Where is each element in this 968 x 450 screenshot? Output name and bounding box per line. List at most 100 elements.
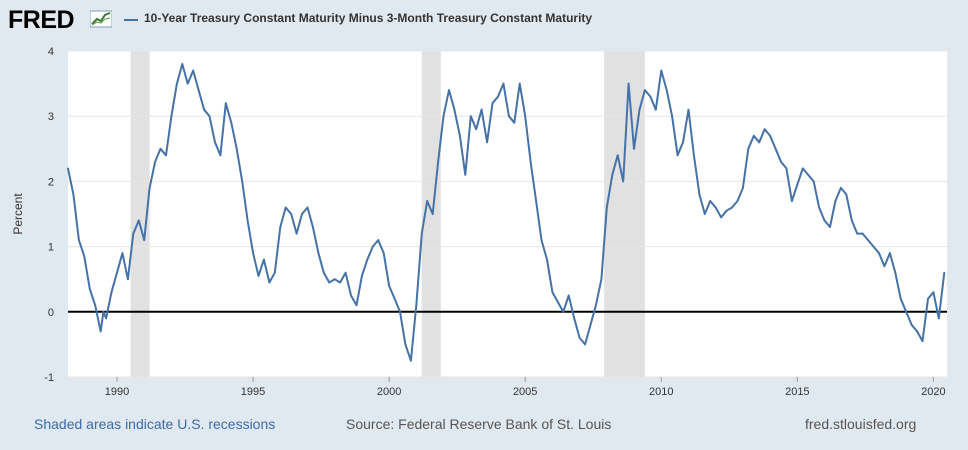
data-point <box>741 187 744 189</box>
y-tick-label: 1 <box>48 242 54 254</box>
data-point <box>584 343 586 346</box>
data-point <box>83 255 86 258</box>
data-point <box>725 209 728 212</box>
data-point <box>872 245 875 248</box>
data-point <box>279 226 282 228</box>
data-point <box>812 180 815 183</box>
data-point <box>714 206 717 209</box>
data-point <box>94 304 97 307</box>
data-point <box>883 265 886 268</box>
data-point <box>121 252 124 255</box>
data-point <box>409 359 412 362</box>
data-point <box>616 154 619 157</box>
data-point <box>676 154 679 157</box>
data-point <box>921 340 924 343</box>
y-tick-label: 2 <box>48 176 54 188</box>
data-point <box>415 304 418 307</box>
data-point <box>431 213 434 215</box>
data-point <box>273 271 276 274</box>
data-point <box>611 173 614 176</box>
data-point <box>796 183 799 186</box>
data-point <box>295 232 298 235</box>
data-point <box>910 323 913 326</box>
data-point <box>290 213 293 215</box>
data-point <box>77 239 80 241</box>
data-point <box>736 200 739 202</box>
data-point <box>600 278 603 281</box>
recession-note: Shaded areas indicate U.S. recessions <box>34 416 276 432</box>
y-tick-label: -1 <box>44 372 54 384</box>
y-tick-label: 4 <box>48 46 54 58</box>
data-point <box>888 252 891 255</box>
data-point <box>932 291 935 294</box>
x-tick-label: 2015 <box>785 386 809 398</box>
data-point <box>562 310 565 313</box>
data-point <box>132 232 135 235</box>
data-point <box>693 154 695 157</box>
data-point <box>633 147 635 150</box>
data-point <box>67 167 69 170</box>
data-point <box>665 89 668 92</box>
data-point <box>399 310 401 313</box>
fred-chart-logo-icon <box>90 10 112 28</box>
data-point <box>518 82 521 85</box>
data-point <box>102 310 105 313</box>
data-point <box>780 160 782 163</box>
data-point <box>649 95 652 98</box>
data-point <box>214 141 216 144</box>
data-point <box>464 173 467 176</box>
data-point <box>170 115 173 118</box>
data-point <box>284 206 287 209</box>
data-point <box>807 173 810 176</box>
data-point <box>453 108 456 111</box>
x-tick-label: 1990 <box>105 386 129 398</box>
data-point <box>850 219 853 222</box>
data-point <box>475 128 478 131</box>
data-point <box>105 317 107 320</box>
data-point <box>894 271 897 274</box>
data-point <box>556 301 559 303</box>
y-tick-label: 0 <box>48 307 54 319</box>
data-point <box>529 160 532 163</box>
data-point <box>654 108 657 111</box>
data-point <box>361 275 363 277</box>
data-point <box>366 258 369 261</box>
data-point <box>905 310 908 313</box>
data-point <box>99 330 102 333</box>
data-point <box>763 128 766 131</box>
data-point <box>197 89 200 92</box>
data-point <box>856 232 859 235</box>
y-tick-label: 3 <box>48 111 54 123</box>
data-point <box>567 294 570 297</box>
data-point <box>301 213 303 215</box>
y-axis-ticks: -1 0 1 2 3 4 <box>44 46 54 384</box>
data-point <box>899 297 902 300</box>
data-point <box>823 219 826 222</box>
data-point <box>344 271 347 274</box>
y-axis-label: Percent <box>11 193 25 235</box>
data-point <box>861 232 864 235</box>
data-point <box>720 216 723 219</box>
data-point <box>682 141 684 144</box>
data-point <box>181 63 184 65</box>
data-point <box>524 115 527 118</box>
data-point <box>513 121 516 124</box>
data-point <box>752 134 755 137</box>
fred-logo[interactable]: FRED <box>8 6 75 34</box>
data-point <box>355 304 358 307</box>
data-point <box>159 147 162 150</box>
data-point <box>388 284 391 287</box>
legend-series-label[interactable]: 10-Year Treasury Constant Maturity Minus… <box>144 11 593 25</box>
data-point <box>469 115 472 118</box>
data-point <box>507 115 510 118</box>
data-point <box>709 200 712 202</box>
data-point <box>110 291 113 294</box>
series-points <box>67 63 946 362</box>
data-point <box>595 304 597 307</box>
data-point <box>339 281 342 284</box>
data-point <box>703 213 706 215</box>
data-point <box>698 193 701 196</box>
data-point <box>224 102 227 105</box>
site-link[interactable]: fred.stlouisfed.org <box>805 416 917 432</box>
data-point <box>605 206 608 209</box>
